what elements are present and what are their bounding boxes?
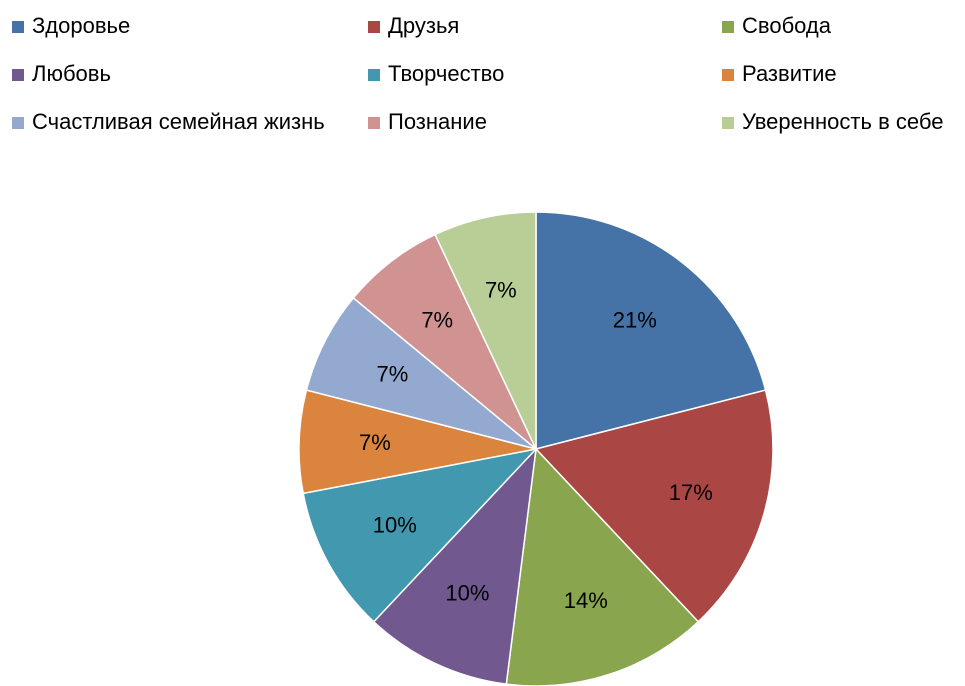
legend-swatch bbox=[722, 117, 734, 129]
pie-slice bbox=[434, 211, 537, 450]
data-label: 7% bbox=[359, 430, 391, 455]
legend-swatch bbox=[12, 117, 24, 129]
data-label: 7% bbox=[485, 278, 517, 303]
legend-label: Познание bbox=[388, 109, 487, 134]
data-label: 17% bbox=[669, 480, 713, 505]
pie-slice bbox=[352, 233, 537, 450]
legend-swatch bbox=[722, 69, 734, 81]
pie-slice bbox=[305, 296, 537, 450]
pie-slice bbox=[302, 447, 539, 623]
legend-label: Любовь bbox=[32, 61, 111, 86]
legend-label: Развитие bbox=[742, 61, 837, 86]
data-label: 14% bbox=[564, 588, 608, 613]
data-label: 7% bbox=[421, 307, 453, 332]
data-label: 21% bbox=[613, 307, 657, 332]
legend-label: Счастливая семейная жизнь bbox=[32, 109, 325, 134]
legend-label: Друзья bbox=[388, 13, 459, 38]
data-label: 10% bbox=[445, 581, 489, 606]
pie-slice bbox=[372, 446, 538, 685]
legend-swatch bbox=[368, 117, 380, 129]
legend-label: Уверенность в себе bbox=[742, 109, 943, 134]
pie-slice bbox=[535, 211, 767, 450]
legend-swatch bbox=[722, 21, 734, 33]
pie-slice bbox=[298, 389, 537, 495]
legend-swatch bbox=[368, 69, 380, 81]
legend-swatch bbox=[368, 21, 380, 33]
data-label: 7% bbox=[377, 362, 409, 387]
data-label: 10% bbox=[373, 512, 417, 537]
legend-label: Здоровье bbox=[32, 13, 130, 38]
legend-swatch bbox=[12, 69, 24, 81]
legend-swatch bbox=[12, 21, 24, 33]
legend-label: Творчество bbox=[388, 61, 504, 86]
legend-label: Свобода bbox=[742, 13, 832, 38]
pie-slice bbox=[534, 389, 774, 623]
